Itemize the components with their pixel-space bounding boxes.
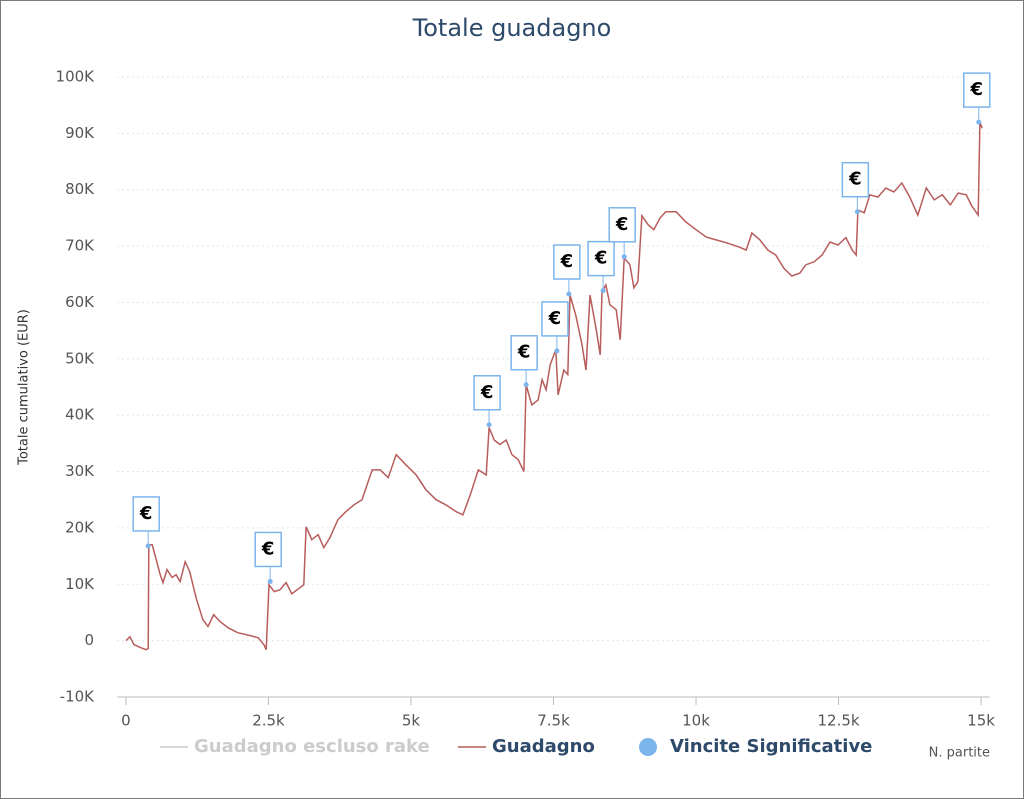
flag-box (841, 161, 870, 198)
x-tick-label: 10k (682, 712, 710, 730)
flag-label: € (848, 169, 862, 190)
legend-label: Vincite Significative (670, 736, 872, 757)
legend-item[interactable]: Vincite Significative (639, 736, 872, 757)
flag: € (963, 72, 991, 125)
flag-label: € (970, 79, 984, 100)
flag: € (510, 334, 538, 388)
y-tick-label: -10K (60, 688, 95, 706)
x-tick-label: 15k (967, 712, 995, 730)
chart-title: Totale guadagno (412, 14, 612, 42)
flag-label: € (548, 308, 562, 329)
flag-point (621, 254, 627, 260)
flag: € (608, 207, 636, 260)
x-tick-label: 5k (402, 712, 421, 730)
flag-point (267, 578, 273, 584)
y-tick-label: 70K (65, 237, 95, 255)
flag-box (608, 207, 636, 243)
flag-label: € (615, 214, 629, 235)
flag-box (541, 301, 569, 337)
legend-item[interactable]: Guadagno (458, 736, 595, 757)
y-axis-title: Totale cumulativo (EUR) (17, 309, 32, 466)
flag-label: € (261, 538, 275, 559)
y-tick-label: 50K (65, 349, 95, 367)
x-tick-label: 2.5k (252, 712, 285, 730)
flag: € (473, 375, 501, 428)
flag-point (566, 291, 572, 297)
flag-point (600, 288, 606, 294)
y-tick-label: 80K (65, 180, 95, 198)
flag: € (553, 244, 581, 297)
legend-label: Guadagno (492, 736, 595, 757)
data-line (125, 121, 983, 651)
flag-box (553, 244, 581, 280)
flag-box (510, 334, 538, 371)
y-tick-label: 40K (65, 406, 95, 424)
y-tick-label: 10K (65, 575, 95, 593)
flag-point (976, 119, 982, 125)
x-tick-label: 0 (121, 712, 131, 730)
y-tick-label: 100K (56, 68, 96, 86)
flag-label: € (517, 342, 531, 363)
legend-item[interactable]: Guadagno escluso rake (160, 736, 430, 757)
y-tick-label: 90K (65, 124, 95, 142)
flag: € (132, 496, 160, 549)
flag: € (254, 531, 282, 584)
y-tick-label: 20K (65, 518, 95, 536)
x-tick-label: 7.5k (537, 712, 570, 730)
flag-box (587, 240, 615, 277)
flag-box (132, 496, 160, 532)
flag-label: € (594, 248, 608, 269)
x-tick-label: 12.5k (817, 712, 859, 730)
flag: € (587, 240, 615, 294)
flag-point (554, 348, 560, 354)
flag-box (963, 72, 991, 108)
y-tick-label: 0 (84, 631, 94, 649)
flag-point (486, 422, 492, 428)
flag-point (854, 209, 860, 215)
flag: € (841, 161, 870, 215)
x-axis-title: N. partite (929, 746, 990, 761)
y-tick-label: 30K (65, 462, 95, 480)
flag-label: € (480, 382, 494, 403)
flag-label: € (139, 503, 153, 524)
flag: € (541, 301, 569, 354)
legend-symbol (639, 738, 657, 756)
flag-box (473, 375, 501, 411)
flag-label: € (560, 251, 574, 272)
legend-label: Guadagno escluso rake (194, 736, 430, 757)
y-tick-label: 60K (65, 293, 95, 311)
flag-box (254, 531, 282, 568)
flag-point (145, 543, 151, 549)
flag-point (523, 382, 529, 388)
